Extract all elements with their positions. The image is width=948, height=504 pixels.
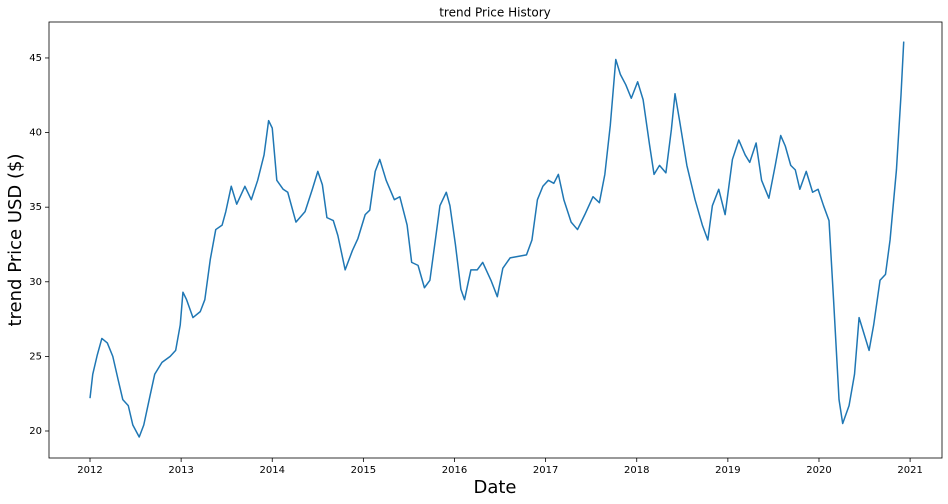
x-tick-label: 2019 — [715, 465, 740, 476]
x-tick-label: 2020 — [806, 465, 831, 476]
y-tick-label: 20 — [29, 426, 42, 437]
y-tick-label: 30 — [29, 277, 42, 288]
x-tick-label: 2021 — [897, 465, 922, 476]
x-tick-label: 2018 — [624, 465, 649, 476]
x-tick-label: 2012 — [77, 465, 102, 476]
plot-frame — [48, 21, 943, 459]
x-tick-label: 2015 — [351, 465, 376, 476]
y-tick-label: 25 — [29, 351, 42, 362]
x-tick-label: 2017 — [533, 465, 558, 476]
y-tick-label: 45 — [29, 53, 42, 64]
x-axis-label: Date — [473, 477, 516, 498]
price-line — [89, 41, 905, 438]
chart-title: trend Price History — [439, 6, 551, 20]
y-tick-label: 35 — [29, 202, 42, 213]
x-tick-label: 2014 — [260, 465, 285, 476]
y-axis-label: trend Price USD ($) — [5, 153, 26, 326]
x-tick-label: 2013 — [168, 465, 193, 476]
y-tick-label: 40 — [29, 128, 42, 139]
x-tick-label: 2016 — [442, 465, 467, 476]
